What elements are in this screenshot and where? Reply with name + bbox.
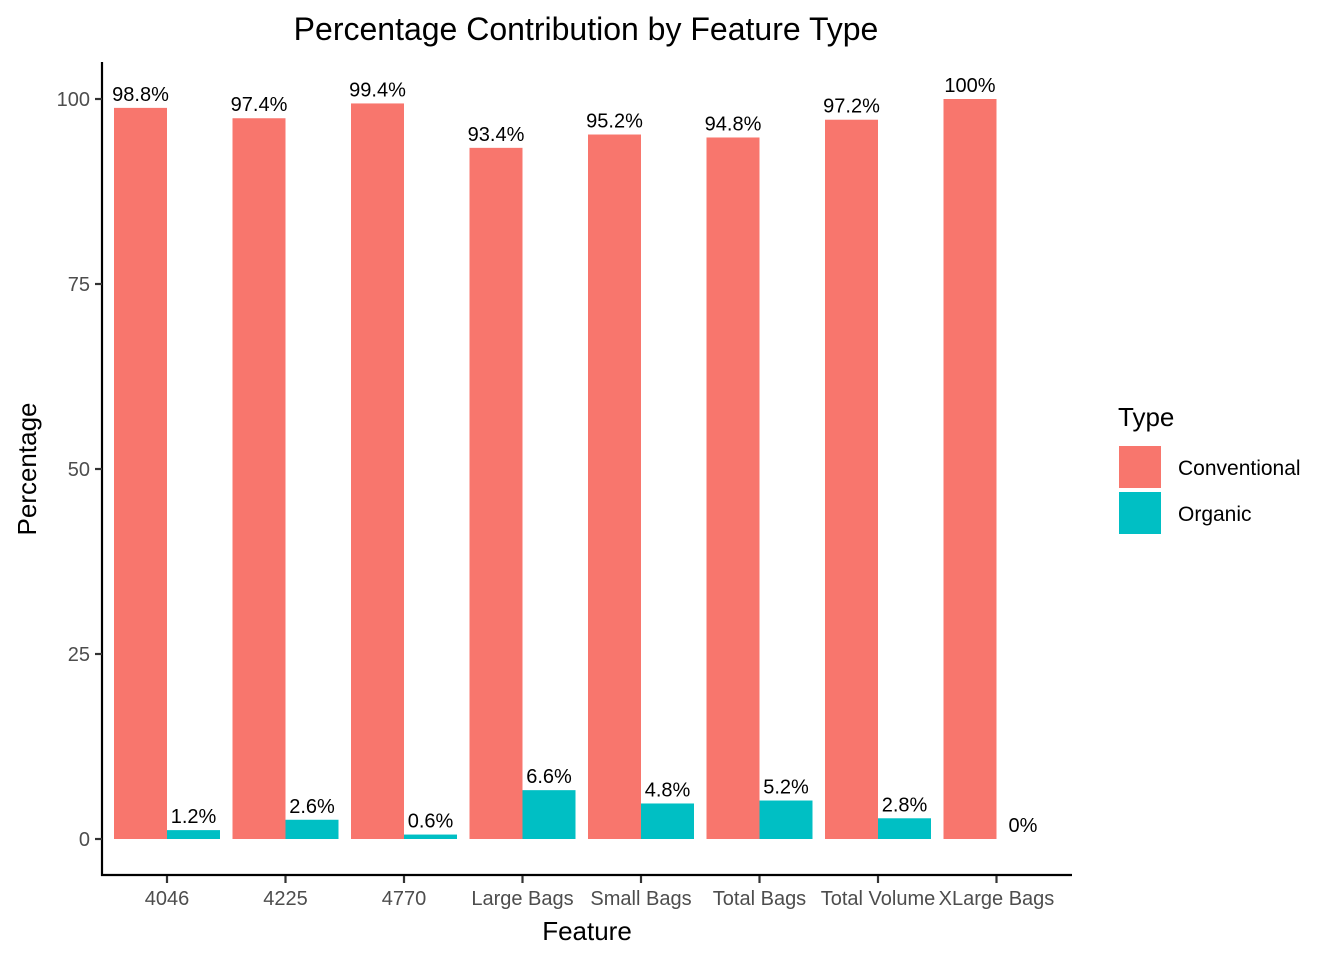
data-label-organic-4046: 1.2% xyxy=(171,806,217,828)
y-tick-label-25: 25 xyxy=(68,644,90,666)
data-label-organic-xlarge-bags: 0% xyxy=(1009,815,1038,837)
bar-organic-4770 xyxy=(404,834,457,839)
x-tick-label-large-bags: Large Bags xyxy=(471,888,573,910)
bar-organic-large-bags xyxy=(522,790,576,839)
data-label-conventional-4046: 98.8% xyxy=(112,84,169,106)
x-tick-label-total-volume: Total Volume xyxy=(821,888,936,910)
data-label-conventional-large-bags: 93.4% xyxy=(468,124,525,146)
x-tick-label-xlarge-bags: XLarge Bags xyxy=(939,888,1055,910)
x-tick-label-4770: 4770 xyxy=(382,888,427,910)
data-label-organic-total-volume: 2.8% xyxy=(882,794,928,816)
bar-conventional-xlarge-bags xyxy=(943,99,997,839)
y-tick-label-50: 50 xyxy=(68,459,90,481)
data-label-organic-large-bags: 6.6% xyxy=(526,766,572,788)
y-axis-title: Percentage xyxy=(12,403,42,536)
bar-conventional-total-volume xyxy=(825,119,878,840)
bar-conventional-total-bags xyxy=(706,137,760,840)
bar-conventional-4770 xyxy=(351,103,404,839)
y-tick-label-75: 75 xyxy=(68,274,90,296)
bar-conventional-4046 xyxy=(114,107,167,839)
x-tick-label-small-bags: Small Bags xyxy=(590,888,691,910)
data-label-organic-small-bags: 4.8% xyxy=(645,779,691,801)
data-label-conventional-4225: 97.4% xyxy=(231,94,288,116)
data-label-conventional-4770: 99.4% xyxy=(349,79,406,101)
bar-organic-small-bags xyxy=(641,803,694,839)
y-axis-ticks: 0 25 50 75 100 xyxy=(57,89,102,851)
legend-key-conventional xyxy=(1119,446,1161,488)
x-tick-label-4225: 4225 xyxy=(263,888,308,910)
legend-label-conventional: Conventional xyxy=(1178,457,1301,480)
legend-label-organic: Organic xyxy=(1178,503,1252,526)
bar-conventional-small-bags xyxy=(588,134,641,839)
legend-items: Conventional Organic xyxy=(1119,446,1301,534)
x-tick-label-total-bags: Total Bags xyxy=(713,888,806,910)
data-label-conventional-small-bags: 95.2% xyxy=(586,111,643,133)
y-tick-label-0: 0 xyxy=(79,829,90,851)
bar-conventional-4225 xyxy=(232,118,286,840)
data-label-organic-4770: 0.6% xyxy=(408,811,454,833)
data-label-conventional-total-bags: 94.8% xyxy=(705,113,762,135)
data-labels-layer: 98.8% 1.2% 97.4% 2.6% 99.4% 0.6% 93.4% 6.6% 95.2… xyxy=(112,75,1038,837)
legend: Type Conventional Organic xyxy=(1118,402,1301,534)
data-label-organic-4225: 2.6% xyxy=(289,796,335,818)
x-tick-label-4046: 4046 xyxy=(145,888,190,910)
data-label-organic-total-bags: 5.2% xyxy=(763,777,809,799)
legend-title: Type xyxy=(1118,402,1174,432)
chart-title: Percentage Contribution by Feature Type xyxy=(294,11,879,47)
bar-organic-4225 xyxy=(285,819,339,839)
bar-conventional-large-bags xyxy=(469,147,523,840)
legend-key-organic xyxy=(1119,492,1161,534)
y-tick-label-100: 100 xyxy=(57,89,90,111)
bar-organic-4046 xyxy=(167,830,220,839)
x-axis-ticks: 4046 4225 4770 Large Bags Small Bags Total Ba… xyxy=(145,876,1055,910)
data-label-conventional-xlarge-bags: 100% xyxy=(944,75,995,97)
x-axis-title: Feature xyxy=(542,916,632,946)
bar-organic-total-bags xyxy=(759,800,813,839)
bar-organic-total-volume xyxy=(878,818,931,839)
data-label-conventional-total-volume: 97.2% xyxy=(823,96,880,118)
bars-layer xyxy=(114,99,997,840)
